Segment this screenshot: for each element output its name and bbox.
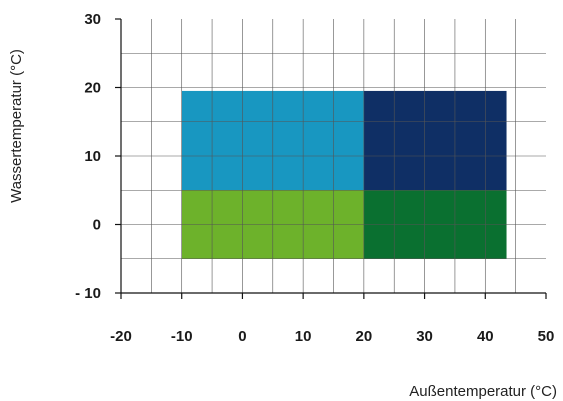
x-tick-label: 50 (538, 328, 555, 345)
x-tick-labels: -20 -10 0 10 20 30 40 50 (110, 328, 554, 345)
region-1 (363, 90, 507, 191)
y-tick-labels: 30 20 10 0 - 10 (75, 11, 101, 302)
x-axis-label: Außentemperatur (°C) (409, 383, 557, 400)
y-tick-label: 10 (84, 148, 101, 165)
y-axis-label: Wassertemperatur (°C) (8, 49, 25, 203)
y-tick-label: - 10 (75, 285, 101, 302)
x-tick-label: 0 (238, 328, 246, 345)
x-tick-label: 30 (416, 328, 433, 345)
axes (115, 18, 547, 299)
x-tick-label: -20 (110, 328, 132, 345)
x-tick-label: -10 (171, 328, 193, 345)
x-tick-label: 20 (356, 328, 373, 345)
y-tick-label: 20 (84, 80, 101, 97)
x-tick-label: 40 (477, 328, 494, 345)
y-tick-label: 0 (93, 217, 101, 234)
x-tick-label: 10 (295, 328, 312, 345)
grid-lines (121, 19, 546, 293)
y-tick-label: 30 (84, 11, 101, 28)
operating-regions (181, 90, 507, 259)
